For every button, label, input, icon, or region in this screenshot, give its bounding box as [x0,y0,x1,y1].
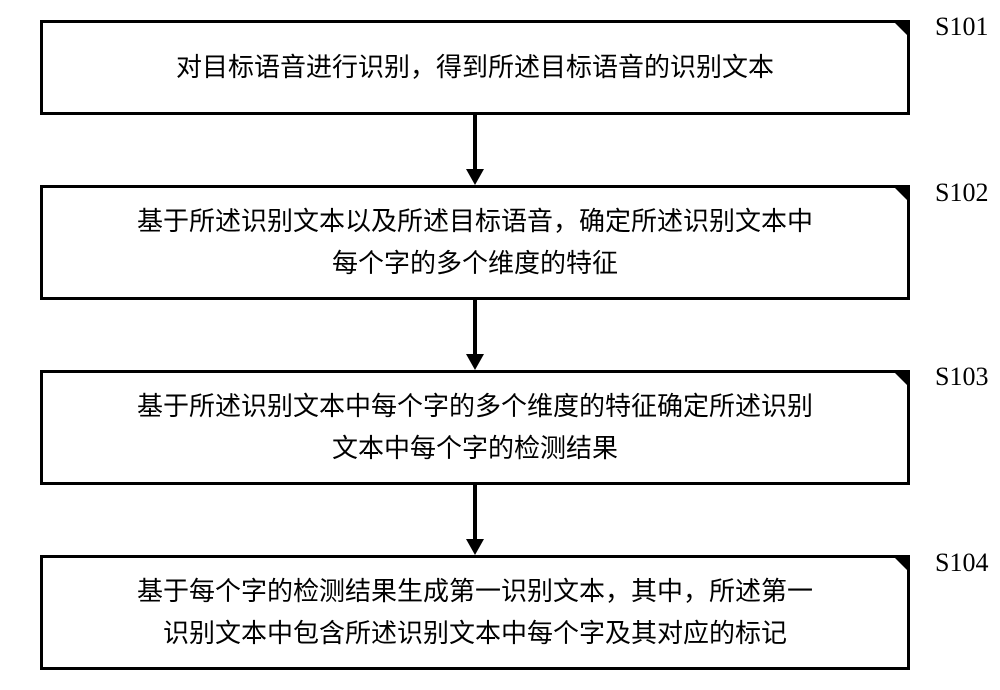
arrow-head-1 [466,169,484,185]
step-label-s102: S102 [935,178,988,208]
step-text-s101: 对目标语音进行识别，得到所述目标语音的识别文本 [176,47,774,89]
step-notch-s104 [892,555,910,573]
step-text-s103: 基于所述识别文本中每个字的多个维度的特征确定所述识别 文本中每个字的检测结果 [137,386,813,469]
arrow-head-2 [466,354,484,370]
step-text-s102: 基于所述识别文本以及所述目标语音，确定所述识别文本中 每个字的多个维度的特征 [137,201,813,284]
step-label-s101: S101 [935,12,988,42]
step-notch-s101 [892,20,910,38]
flowchart-canvas: 对目标语音进行识别，得到所述目标语音的识别文本 S101 基于所述识别文本以及所… [0,0,1000,690]
step-box-s103: 基于所述识别文本中每个字的多个维度的特征确定所述识别 文本中每个字的检测结果 [40,370,910,485]
arrow-3 [473,485,477,539]
arrow-2 [473,300,477,354]
step-label-s103: S103 [935,362,988,392]
arrow-head-3 [466,539,484,555]
step-box-s102: 基于所述识别文本以及所述目标语音，确定所述识别文本中 每个字的多个维度的特征 [40,185,910,300]
step-notch-s103 [892,370,910,388]
step-box-s104: 基于每个字的检测结果生成第一识别文本，其中，所述第一 识别文本中包含所述识别文本… [40,555,910,670]
arrow-1 [473,115,477,169]
step-box-s101: 对目标语音进行识别，得到所述目标语音的识别文本 [40,20,910,115]
step-text-s104: 基于每个字的检测结果生成第一识别文本，其中，所述第一 识别文本中包含所述识别文本… [137,571,813,654]
step-label-s104: S104 [935,548,988,578]
step-notch-s102 [892,185,910,203]
